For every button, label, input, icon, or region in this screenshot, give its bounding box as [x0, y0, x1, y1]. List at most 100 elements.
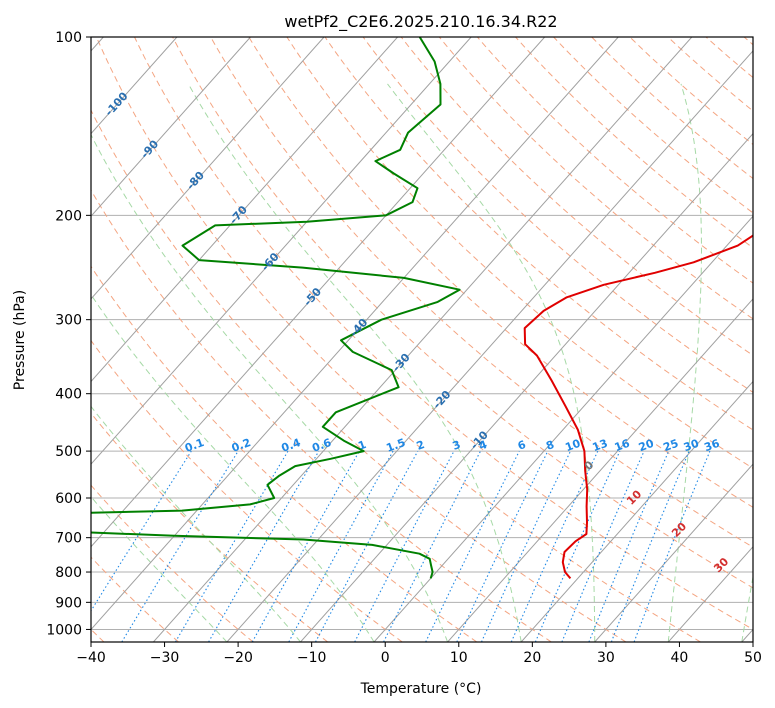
mixing-ratio-label: 10 — [563, 437, 582, 455]
moist-adiabat-line — [91, 496, 228, 642]
mixing-ratio-label: 0.4 — [280, 436, 303, 455]
mixing-ratio-line — [251, 450, 360, 642]
mixing-ratio-label: 16 — [613, 437, 632, 455]
dry-adiabat-line — [91, 189, 552, 642]
mixing-ratio-line — [425, 450, 520, 642]
dry-adiabat-line — [515, 37, 753, 249]
moist-adiabat-line — [387, 83, 596, 642]
moist-adiabat-label: 40 — [757, 586, 775, 606]
x-tick-label: 10 — [450, 650, 468, 666]
dewpoint-profile-line — [91, 37, 461, 579]
y-tick-label: 100 — [55, 30, 82, 46]
y-tick-label: 900 — [55, 595, 82, 611]
dry-adiabat-line — [286, 37, 753, 469]
mixing-ratio-label: 20 — [637, 437, 656, 455]
x-tick-label: −20 — [223, 650, 253, 666]
dry-adiabat-line — [438, 37, 753, 320]
isotherm-line — [300, 132, 753, 642]
background-lines — [91, 37, 753, 642]
isotherm-line — [373, 215, 753, 642]
mixing-ratio-label: 30 — [682, 437, 701, 455]
isotherm-line — [91, 37, 251, 217]
dry-adiabat-line — [477, 37, 753, 284]
moist-adiabat-line — [91, 293, 375, 642]
isotherm-line — [447, 298, 753, 642]
x-tick-label: 20 — [523, 650, 541, 666]
mixing-ratio-line — [456, 450, 549, 642]
mixing-ratio-line — [315, 450, 419, 642]
moist-adiabat-label: 10 — [624, 487, 644, 507]
x-tick-label: 0 — [381, 650, 390, 666]
isotherm-line — [153, 37, 693, 642]
mixing-ratio-label: 36 — [703, 437, 722, 455]
mixing-ratio-label: 0.6 — [310, 436, 333, 455]
mixing-ratio-label: 1 — [356, 438, 368, 453]
axes: −40 −30 −20 −10 0 10 20 30 40 5010020030040050060… — [46, 30, 762, 666]
isotherm-line — [226, 50, 753, 642]
mixing-ratio-line — [633, 450, 711, 642]
dry-adiabat-line — [210, 37, 753, 548]
mixing-ratio-line — [354, 450, 455, 642]
mixing-ratio-line — [383, 450, 481, 642]
dry-adiabat-line — [91, 412, 329, 642]
x-tick-label: 30 — [597, 650, 615, 666]
mixing-ratio-line — [480, 450, 571, 642]
y-tick-label: 300 — [55, 313, 82, 329]
y-tick-label: 800 — [55, 565, 82, 581]
moist-adiabat-label: 20 — [669, 520, 689, 540]
y-tick-label: 1000 — [46, 622, 82, 638]
x-tick-label: −10 — [297, 650, 327, 666]
dry-adiabat-line — [362, 37, 753, 393]
isotherm-line — [91, 37, 619, 631]
mixing-ratio-line — [208, 450, 320, 642]
dry-adiabat-line — [172, 37, 753, 589]
temperature-profile-line — [523, 234, 753, 580]
moist-adiabat-line — [187, 83, 522, 642]
sounding-profiles — [91, 37, 753, 580]
dry-adiabat-line — [134, 37, 753, 630]
chart-title: wetPf2_C2E6.2025.210.16.34.R22 — [284, 12, 557, 32]
mixing-ratio-label: 3 — [451, 438, 463, 453]
isotherm-line — [91, 37, 398, 383]
mixing-ratio-label: 8 — [544, 438, 556, 453]
moist-adiabat-line — [667, 83, 702, 642]
mixing-ratio-line — [588, 450, 670, 642]
dry-adiabat-line — [248, 37, 753, 508]
mixing-ratio-label: 0.1 — [183, 436, 206, 455]
mixing-ratio-line — [610, 450, 690, 642]
dry-adiabat-line — [629, 37, 753, 146]
mixing-ratio-line — [288, 450, 394, 642]
dry-adiabat-line — [95, 37, 701, 642]
dry-adiabat-line — [91, 484, 254, 642]
y-tick-label: 700 — [55, 531, 82, 547]
dry-adiabat-line — [91, 265, 478, 642]
dry-adiabat-line — [91, 339, 403, 642]
mixing-ratio-label: 4 — [477, 438, 489, 453]
mixing-ratio-line — [561, 450, 645, 642]
x-tick-label: −40 — [76, 650, 106, 666]
dry-adiabat-line — [91, 109, 627, 642]
y-tick-label: 500 — [55, 444, 82, 460]
moist-adiabat-line — [91, 405, 301, 642]
mixing-ratio-line — [510, 450, 599, 642]
mixing-ratio-line — [121, 450, 239, 642]
y-tick-label: 400 — [55, 387, 82, 403]
isotherm-line — [520, 380, 753, 642]
dry-adiabat-line — [324, 37, 753, 431]
mixing-ratio-label: 25 — [661, 437, 680, 454]
x-axis-label: Temperature (°C) — [360, 681, 482, 697]
isotherm-line — [91, 37, 546, 548]
mixing-ratio-label: 1.5 — [384, 436, 407, 455]
x-tick-label: −30 — [150, 650, 180, 666]
mixing-ratio-label: 2 — [415, 438, 427, 453]
dry-adiabat-line — [553, 37, 753, 214]
y-tick-label: 200 — [55, 208, 82, 224]
plot-frame — [90, 36, 754, 643]
moist-adiabat-line — [741, 574, 753, 642]
mixing-ratio-line — [175, 450, 289, 642]
dry-adiabat-line — [400, 37, 753, 356]
y-axis-label: Pressure (hPa) — [12, 290, 28, 390]
mixing-ratio-label: 6 — [516, 438, 528, 453]
line-labels: -100-90-80-70-60-50-40-30-20-100.1 0.2 0.4… — [102, 89, 775, 606]
x-tick-label: 50 — [744, 650, 762, 666]
